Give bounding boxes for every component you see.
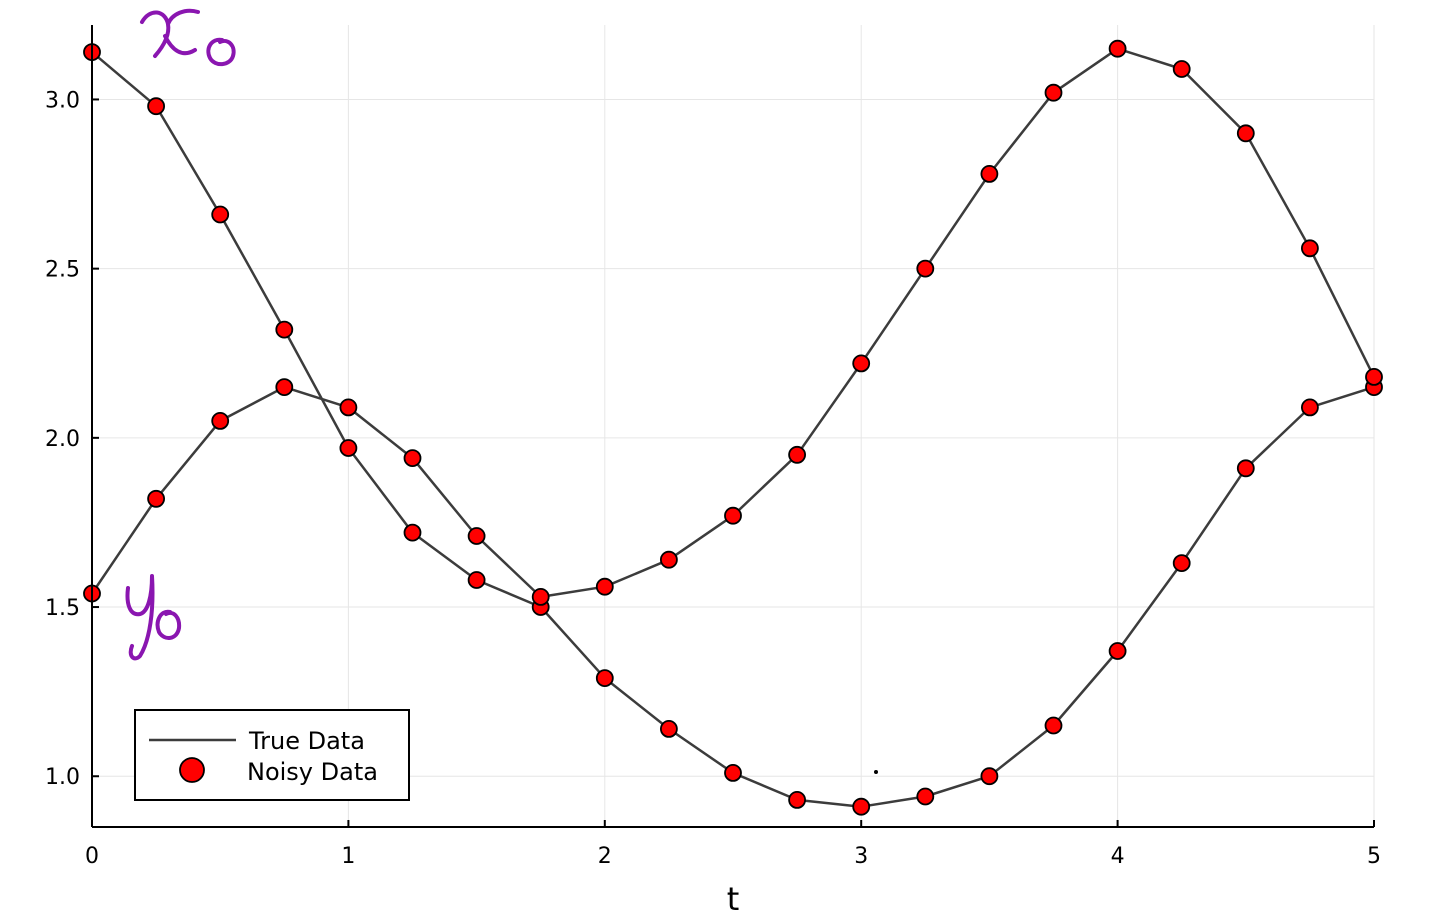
grid (91, 25, 1375, 827)
series-2-point (275, 378, 294, 397)
series-2-point (1172, 60, 1191, 78)
y-tick-label: 2.5 (45, 258, 80, 283)
series-2-point (595, 577, 614, 596)
legend-label-true-data: True Data (248, 727, 365, 755)
series-2-point (660, 550, 678, 569)
series-1-point (147, 97, 166, 116)
x-tick-label: 0 (85, 844, 99, 869)
series-1-point (339, 439, 358, 457)
series-1-point (788, 791, 806, 809)
annotation-y-glyph (125, 574, 155, 661)
series-2-point (147, 489, 166, 508)
legend-marker-swatch (179, 757, 205, 783)
y-tick-label: 1.0 (45, 765, 80, 790)
series-2-point (1301, 239, 1319, 258)
y-tick-label: 1.5 (45, 596, 80, 621)
series-1-point (403, 523, 422, 542)
series-1-point (660, 720, 678, 738)
series-2-point (1044, 83, 1063, 102)
series-1-point (724, 764, 742, 782)
x-tick-label: 5 (1367, 844, 1381, 869)
series-2-point (1365, 367, 1383, 386)
series-2-point (916, 259, 935, 278)
series-1-point (211, 205, 230, 224)
x-tick-label: 3 (854, 844, 868, 869)
y-tick-label: 2.0 (45, 427, 80, 452)
ticks: 0 1 2 3 4 5 1.0 1.5 2.0 2.5 3.0 (45, 88, 1381, 869)
annotation-y-subscript (155, 609, 182, 640)
series-2-point (339, 398, 358, 417)
series-1-point (275, 320, 294, 339)
series-2-point (980, 164, 999, 183)
series-1-point (467, 571, 486, 589)
annotation-y0 (125, 574, 182, 661)
y-tick-label: 3.0 (45, 88, 80, 113)
legend-label-noisy-data: Noisy Data (247, 758, 378, 786)
series-1-point (1172, 554, 1191, 572)
annotation-x0 (140, 8, 236, 67)
x-axis-title: t (727, 880, 740, 916)
annotation-x-subscript (206, 37, 236, 67)
series-2-point (467, 527, 486, 545)
x-tick-label: 1 (341, 844, 355, 869)
legend-box (134, 709, 410, 801)
stray-dot (874, 770, 878, 774)
series-2-point (724, 506, 742, 525)
axes (91, 25, 1374, 828)
series-1-point (852, 797, 871, 816)
noisy-data-markers (83, 39, 1383, 816)
series-2-point (788, 445, 806, 464)
series-1-point (916, 787, 935, 806)
series-1-point (595, 669, 614, 687)
series-2-point (1108, 39, 1127, 58)
annotation-x-glyph (140, 8, 200, 58)
x-tick-label: 4 (1111, 844, 1125, 869)
series-2-point (531, 588, 550, 606)
series-1-point (980, 767, 999, 786)
series-2-point (1236, 124, 1255, 143)
series-1-point (1108, 642, 1127, 660)
series-2-point (211, 411, 230, 430)
x-tick-label: 2 (598, 844, 612, 869)
series-2-point (403, 449, 422, 468)
legend: True Data Noisy Data (134, 709, 410, 801)
series-2-point (852, 354, 871, 373)
series-1-point (1044, 716, 1063, 735)
series-1-point (1301, 398, 1319, 417)
series-1-point (1236, 459, 1255, 478)
